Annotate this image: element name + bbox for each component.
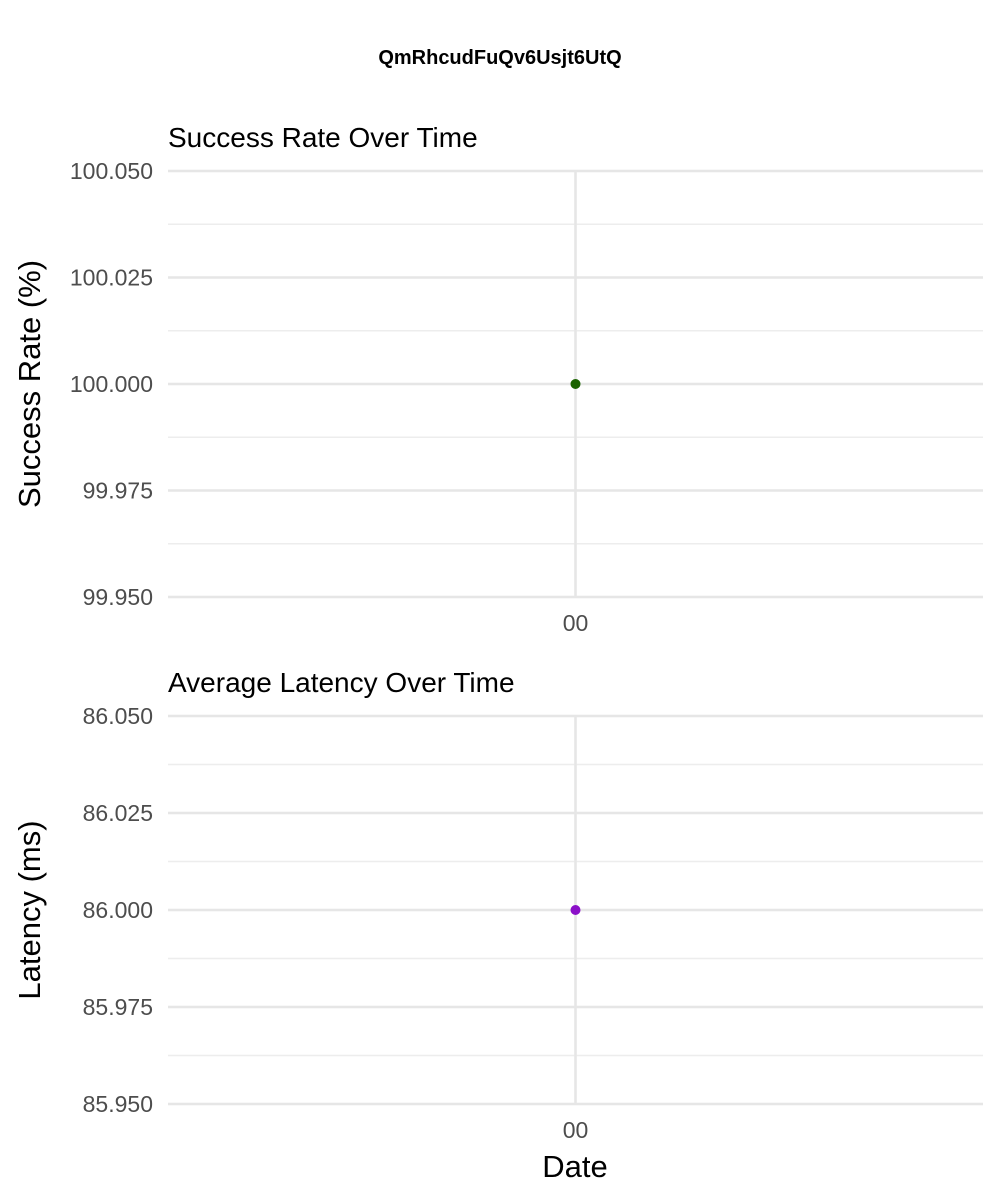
y-tick-label: 86.025: [83, 800, 153, 826]
y-tick-label: 86.000: [83, 897, 153, 923]
data-points: [570, 379, 581, 389]
data-point: [570, 379, 581, 389]
x-tick-label: 00: [563, 1117, 589, 1143]
gridlines: [168, 169, 983, 599]
y-tick-label: 99.950: [83, 584, 153, 610]
y-axis-label: Latency (ms): [12, 820, 47, 999]
panel-title: Success Rate Over Time: [168, 122, 478, 153]
figure-title: QmRhcudFuQv6Usjt6UtQ: [378, 47, 621, 69]
y-tick-label: 100.000: [70, 371, 153, 397]
x-tick-labels: 00: [563, 1117, 589, 1143]
y-tick-label: 100.050: [70, 158, 153, 184]
latency-panel: Average Latency Over Time 86.05086.02586…: [12, 667, 983, 1143]
success-rate-panel: Success Rate Over Time 100.050100.025100…: [12, 122, 983, 636]
data-points: [570, 905, 581, 915]
data-point: [570, 905, 581, 915]
panel-title: Average Latency Over Time: [168, 667, 515, 698]
y-tick-label: 100.025: [70, 265, 153, 291]
y-tick-label: 85.950: [83, 1091, 153, 1117]
x-axis-label: Date: [542, 1149, 607, 1184]
y-tick-label: 86.050: [83, 703, 153, 729]
x-tick-label: 00: [563, 610, 589, 636]
y-axis-label: Success Rate (%): [12, 260, 47, 508]
y-tick-labels: 86.050 86.025 86.000 85.975 85.950: [83, 703, 153, 1117]
y-tick-labels: 100.050 100.025 100.000 99.975 99.950: [70, 158, 153, 610]
y-tick-label: 99.975: [83, 478, 153, 504]
x-tick-labels: 00: [563, 610, 589, 636]
y-tick-label: 85.975: [83, 994, 153, 1020]
